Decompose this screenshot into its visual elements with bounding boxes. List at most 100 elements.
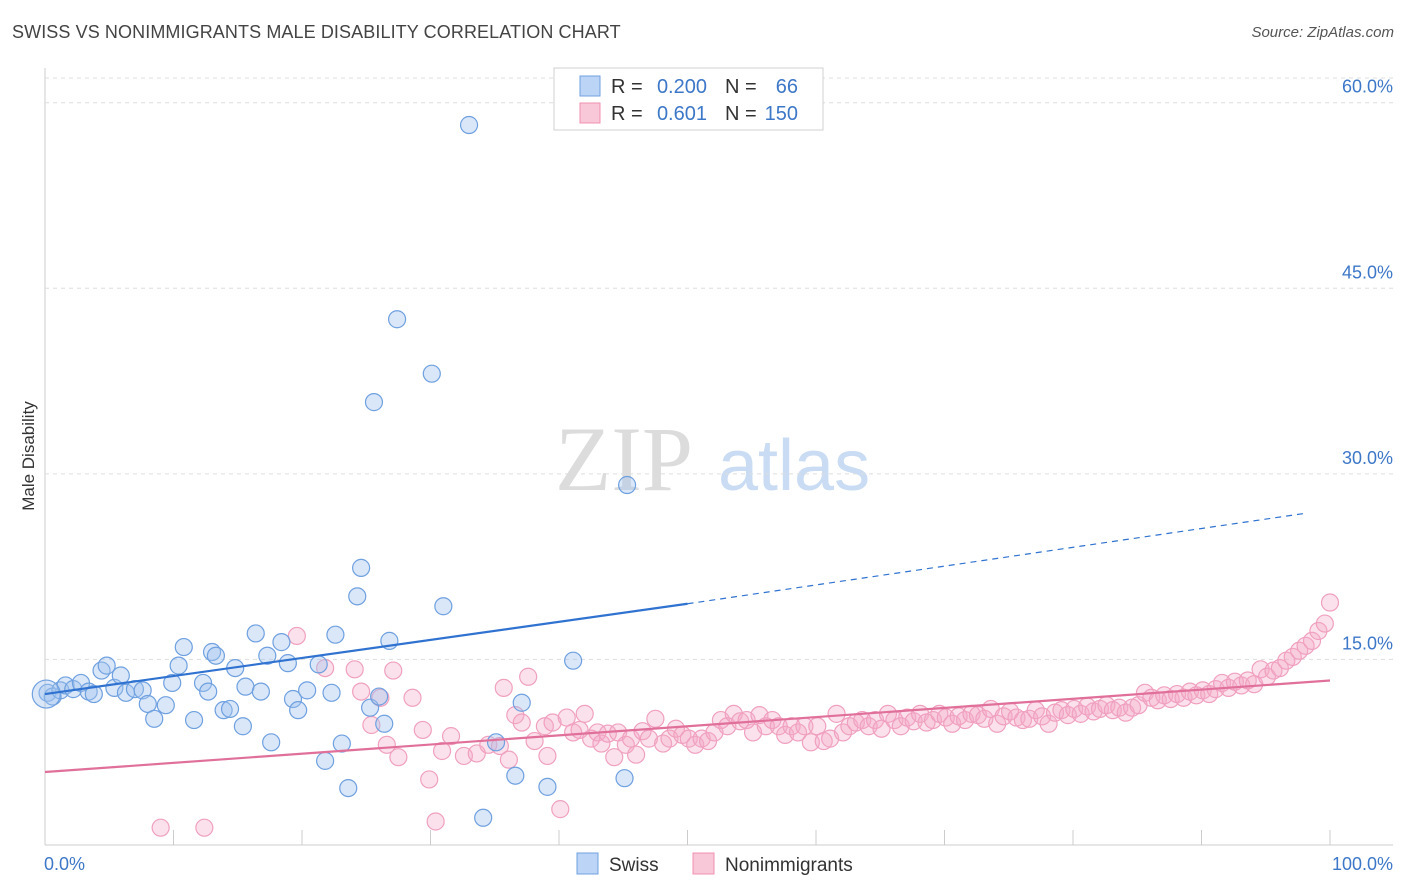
swiss-point: [206, 646, 226, 665]
swiss-point: [512, 693, 531, 712]
swiss-points: [31, 115, 637, 827]
x-tick-label-1: 100.0%: [1332, 854, 1393, 874]
swiss-point: [199, 682, 218, 701]
swiss-point: [233, 717, 252, 736]
legend-n-label-nonimmigrants: N =: [725, 103, 757, 125]
y-tick-label: 45.0%: [1342, 262, 1393, 282]
nonimmigrants-trend-line: [44, 679, 1331, 774]
swiss-point: [251, 682, 270, 701]
swiss-point: [246, 624, 265, 643]
nonimmigrants-point: [1013, 710, 1032, 730]
nonimmigrants-point: [441, 727, 461, 746]
swiss-point: [332, 734, 351, 753]
y-axis-tick-labels: 15.0% 30.0% 45.0% 60.0%: [1342, 77, 1393, 654]
swiss-point: [133, 681, 152, 700]
nonimmigrants-point: [1315, 614, 1334, 633]
swiss-point: [615, 769, 634, 788]
y-axis-label: Male Disability: [19, 401, 38, 511]
swiss-point: [156, 696, 175, 715]
nonimmigrants-point: [1309, 621, 1328, 641]
nonimmigrants-point: [426, 812, 445, 831]
swiss-point: [92, 661, 111, 680]
nonimmigrants-point: [287, 626, 306, 646]
nonimmigrants-point: [345, 660, 364, 679]
watermark: ZIP atlas: [555, 408, 870, 510]
swiss-point: [322, 683, 341, 702]
nonimmigrants-point: [646, 709, 665, 728]
nonimmigrants-point: [432, 741, 452, 761]
nonimmigrants-point: [499, 750, 518, 769]
swiss-point: [278, 654, 297, 673]
swiss-point: [163, 673, 182, 693]
nonimmigrants-point: [575, 704, 594, 723]
nonimmigrants-point: [1320, 593, 1340, 612]
swiss-point: [375, 714, 394, 733]
source-label: Source: ZipAtlas.com: [1251, 24, 1394, 41]
nonimmigrants-point: [988, 714, 1007, 733]
swiss-point: [486, 733, 506, 752]
swiss-point: [236, 677, 255, 696]
legend-r-label-nonimmigrants: R =: [611, 103, 643, 125]
bottom-legend-label-swiss: Swiss: [609, 855, 659, 876]
nonimmigrants-point: [639, 729, 659, 748]
nonimmigrants-point: [605, 748, 624, 767]
swiss-point: [174, 637, 193, 657]
nonimmigrants-point: [1302, 631, 1322, 650]
nonimmigrants-point: [420, 770, 439, 789]
nonimmigrants-point: [1039, 714, 1058, 733]
legend-r-label-swiss: R =: [611, 76, 643, 98]
swiss-point: [258, 646, 277, 665]
swiss-point: [145, 709, 164, 728]
swiss-point: [298, 681, 317, 700]
chart-title: SWISS VS NONIMMIGRANTS MALE DISABILITY C…: [12, 22, 621, 42]
swiss-point: [434, 597, 453, 616]
trend-lines: [44, 512, 1331, 774]
nonimmigrants-point: [352, 682, 371, 701]
swiss-point: [262, 733, 281, 752]
swiss-point: [184, 710, 204, 730]
swiss-point: [97, 656, 116, 675]
swiss-point: [283, 689, 303, 709]
swiss-point: [474, 808, 493, 827]
swiss-point: [193, 673, 213, 693]
bottom-legend: Swiss Nonimmigrants: [576, 852, 853, 876]
nonimmigrants-point: [626, 745, 646, 764]
swiss-point: [84, 684, 103, 704]
nonimmigrants-point: [1270, 658, 1289, 678]
legend-swatch-swiss: [579, 75, 601, 97]
bottom-legend-swatch-nonimmigrants: [692, 852, 715, 875]
swiss-point: [387, 310, 407, 329]
y-tick-label: 30.0%: [1342, 448, 1393, 468]
legend: R = 0.200 N = 66 R = 0.601 N = 150: [553, 67, 824, 131]
swiss-point: [214, 701, 233, 720]
gridlines: [45, 77, 1393, 660]
nonimmigrants-point: [538, 746, 557, 766]
nonimmigrants-points: [151, 593, 1340, 837]
swiss-trend-line: [44, 602, 688, 696]
legend-n-label-swiss: N =: [725, 76, 757, 98]
nonimmigrants-point: [195, 818, 214, 837]
nonimmigrants-point: [827, 704, 846, 723]
y-tick-label: 60.0%: [1342, 77, 1393, 97]
swiss-point: [348, 587, 367, 606]
swiss-point: [459, 115, 479, 135]
swiss-point: [538, 777, 557, 796]
swiss-point: [169, 656, 188, 675]
legend-r-value-swiss: 0.200: [657, 76, 707, 98]
swiss-point: [339, 778, 358, 798]
swiss-point: [272, 633, 291, 652]
swiss-point: [289, 701, 308, 720]
nonimmigrants-point: [904, 712, 923, 731]
watermark-atlas: atlas: [718, 426, 870, 506]
nonimmigrants-point: [512, 713, 531, 732]
watermark-zip: ZIP: [555, 408, 693, 510]
legend-n-value-nonimmigrants: 150: [765, 103, 798, 125]
swiss-point: [618, 475, 637, 495]
swiss-point: [111, 666, 130, 685]
nonimmigrants-point: [151, 818, 170, 837]
y-tick-label: 15.0%: [1342, 633, 1393, 653]
legend-r-value-nonimmigrants: 0.601: [657, 103, 707, 125]
nonimmigrants-point: [494, 678, 513, 697]
nonimmigrants-point: [543, 713, 562, 732]
